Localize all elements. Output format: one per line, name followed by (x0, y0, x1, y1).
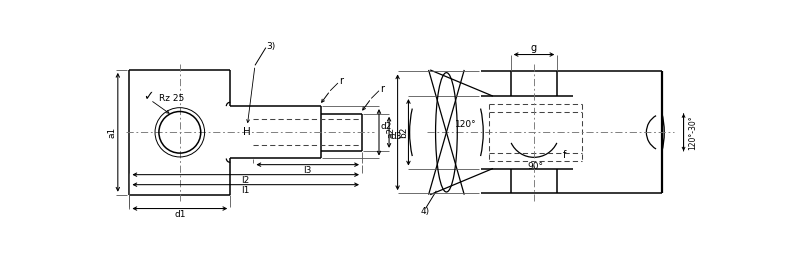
Text: f: f (563, 150, 566, 160)
Text: 3): 3) (266, 42, 276, 51)
Text: Rz 25: Rz 25 (159, 94, 184, 103)
Text: d2: d2 (380, 122, 392, 131)
Text: d3: d3 (390, 132, 402, 141)
Text: r: r (339, 77, 343, 86)
Text: l3: l3 (303, 166, 312, 175)
Text: a2: a2 (387, 127, 396, 138)
Text: 120°: 120° (455, 120, 477, 129)
Text: 120°-30°: 120°-30° (688, 115, 698, 150)
Text: g: g (531, 43, 537, 53)
Text: r: r (380, 84, 384, 94)
Text: 90°: 90° (527, 162, 543, 171)
Text: H: H (243, 127, 251, 137)
Text: $\checkmark$: $\checkmark$ (143, 90, 154, 103)
Text: 4): 4) (421, 207, 430, 216)
Text: a1: a1 (108, 127, 117, 138)
Text: l1: l1 (242, 186, 250, 195)
Text: b2: b2 (399, 127, 408, 138)
Text: l2: l2 (242, 176, 250, 185)
Text: d1: d1 (174, 210, 186, 219)
